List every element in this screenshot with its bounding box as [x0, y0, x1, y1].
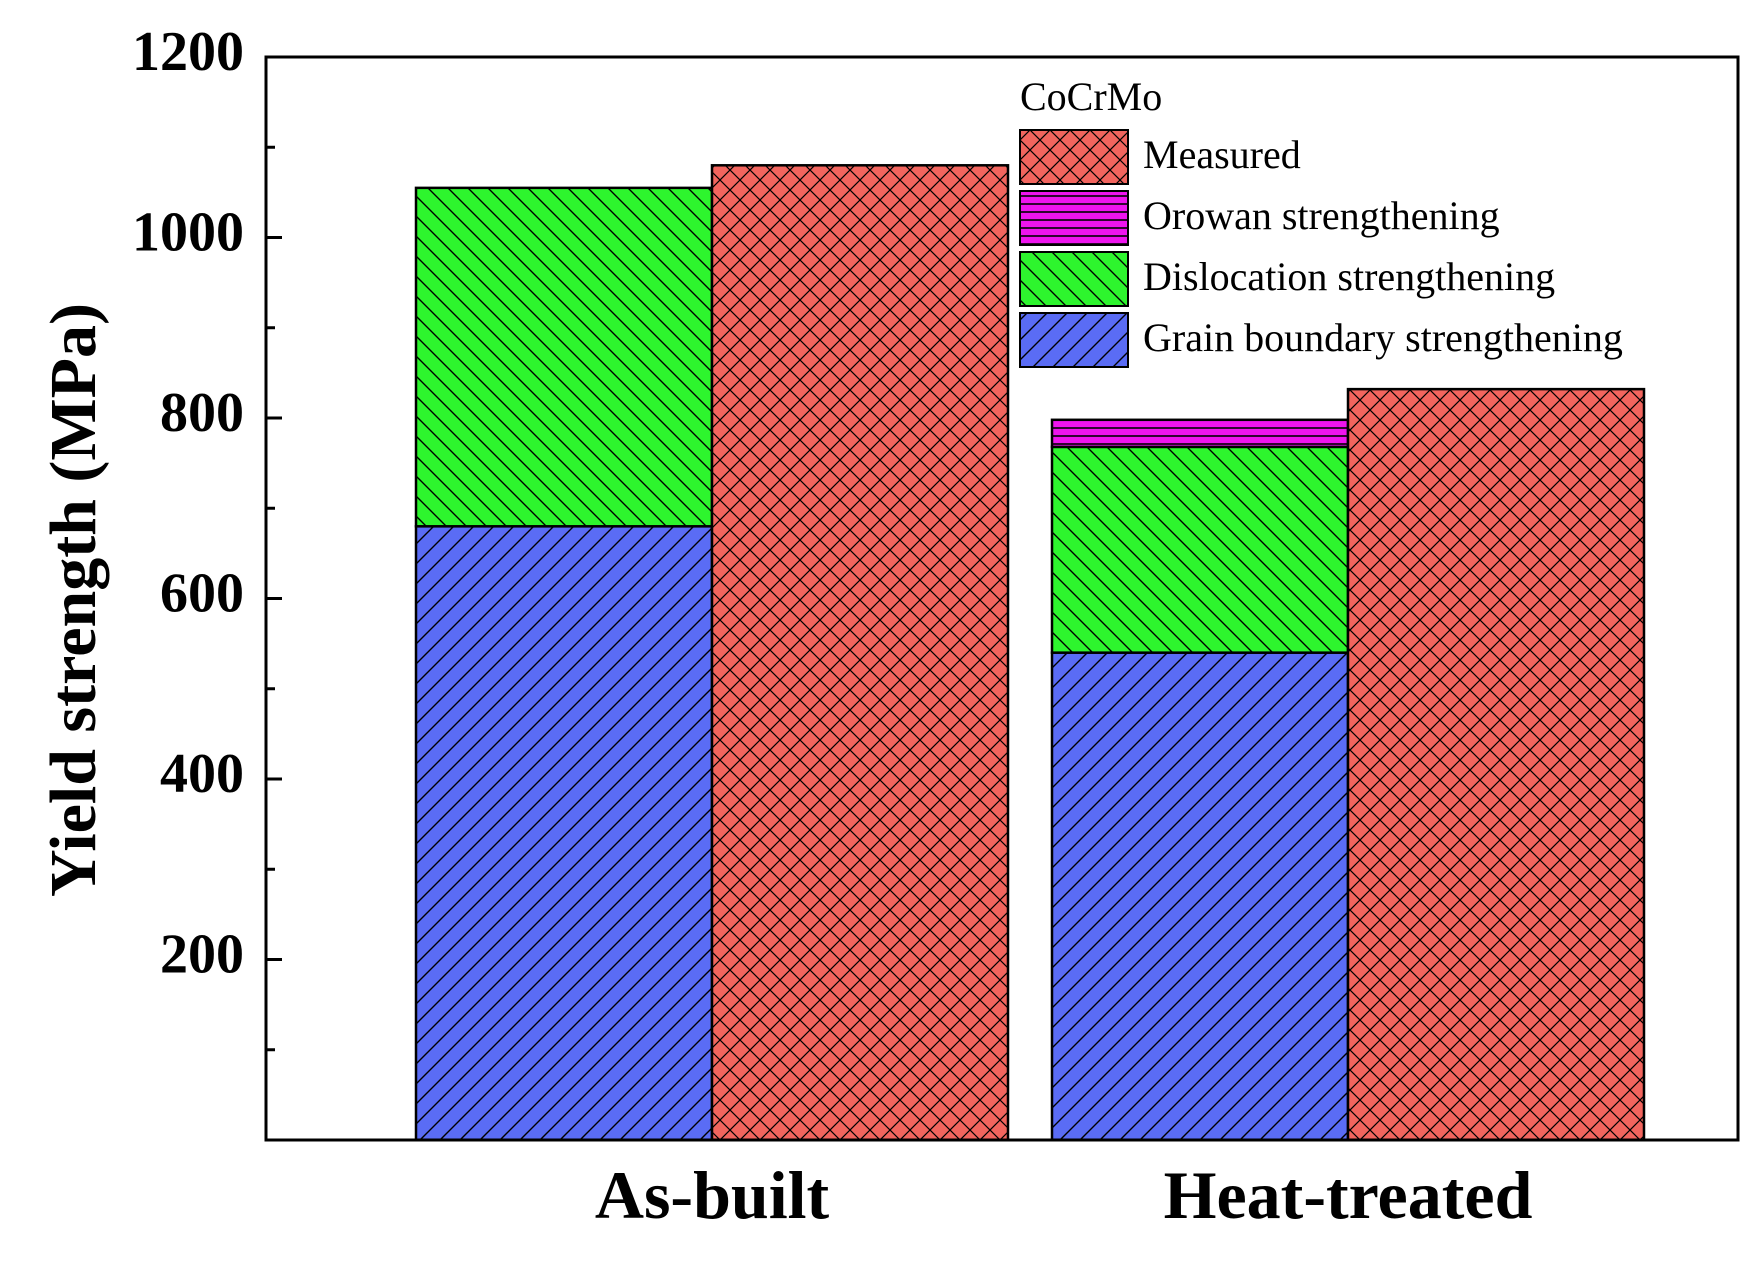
bar-as-built-grain-hatch — [414, 525, 714, 1142]
legend-swatch-orowan-hatch — [1019, 190, 1129, 246]
legend-swatch-grain-hatch — [1019, 312, 1129, 368]
legend-title: CoCrMo — [1020, 74, 1162, 119]
legend-label-grain: Grain boundary strengthening — [1143, 315, 1623, 360]
bar-heat-treated-measured-hatch — [1346, 387, 1646, 1142]
y-axis-title: Yield strength (MPa) — [37, 303, 110, 897]
bar-as-built-measured-hatch — [710, 164, 1010, 1142]
legend-label-orowan: Orowan strengthening — [1143, 193, 1500, 238]
legend-swatch-measured-hatch — [1019, 129, 1129, 185]
y-tick-label-1200: 1200 — [132, 21, 244, 83]
legend-label-dislocation: Dislocation strengthening — [1143, 254, 1555, 299]
bar-heat-treated-grain-hatch — [1050, 651, 1350, 1142]
bar-heat-treated-orowan-hatch — [1050, 418, 1350, 449]
y-tick-label-600: 600 — [160, 562, 244, 624]
bar-as-built-dislocation-hatch — [414, 186, 714, 528]
legend: CoCrMo Measured Orowan strengthening Dislo… — [1019, 74, 1623, 368]
x-axis: As-built Heat-treated — [595, 1157, 1533, 1233]
y-tick-label-200: 200 — [160, 923, 244, 985]
y-tick-label-800: 800 — [160, 382, 244, 444]
bar-heat-treated-dislocation-hatch — [1050, 445, 1350, 654]
y-axis: 200 400 600 800 1000 1200 — [132, 21, 282, 1052]
y-tick-label-400: 400 — [160, 743, 244, 805]
x-category-label-heat-treated: Heat-treated — [1164, 1157, 1533, 1233]
x-category-label-as-built: As-built — [595, 1157, 830, 1233]
legend-swatch-dislocation-hatch — [1019, 251, 1129, 307]
bars-layer — [414, 164, 1646, 1142]
y-tick-label-1000: 1000 — [132, 201, 244, 263]
legend-label-measured: Measured — [1143, 132, 1301, 177]
